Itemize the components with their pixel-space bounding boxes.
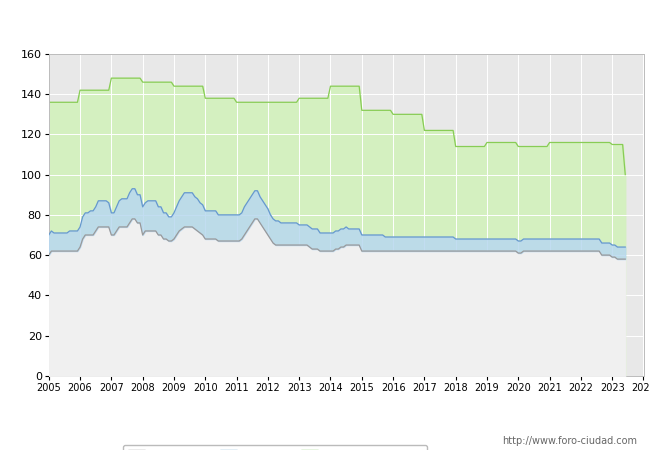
Text: http://www.foro-ciudad.com: http://www.foro-ciudad.com bbox=[502, 436, 637, 446]
Legend: Ocupados, Parados, Hab. entre 16-64: Ocupados, Parados, Hab. entre 16-64 bbox=[123, 445, 427, 450]
Text: Rapariegos - Evolucion de la poblacion en edad de Trabajar Mayo de 2024: Rapariegos - Evolucion de la poblacion e… bbox=[88, 17, 562, 30]
